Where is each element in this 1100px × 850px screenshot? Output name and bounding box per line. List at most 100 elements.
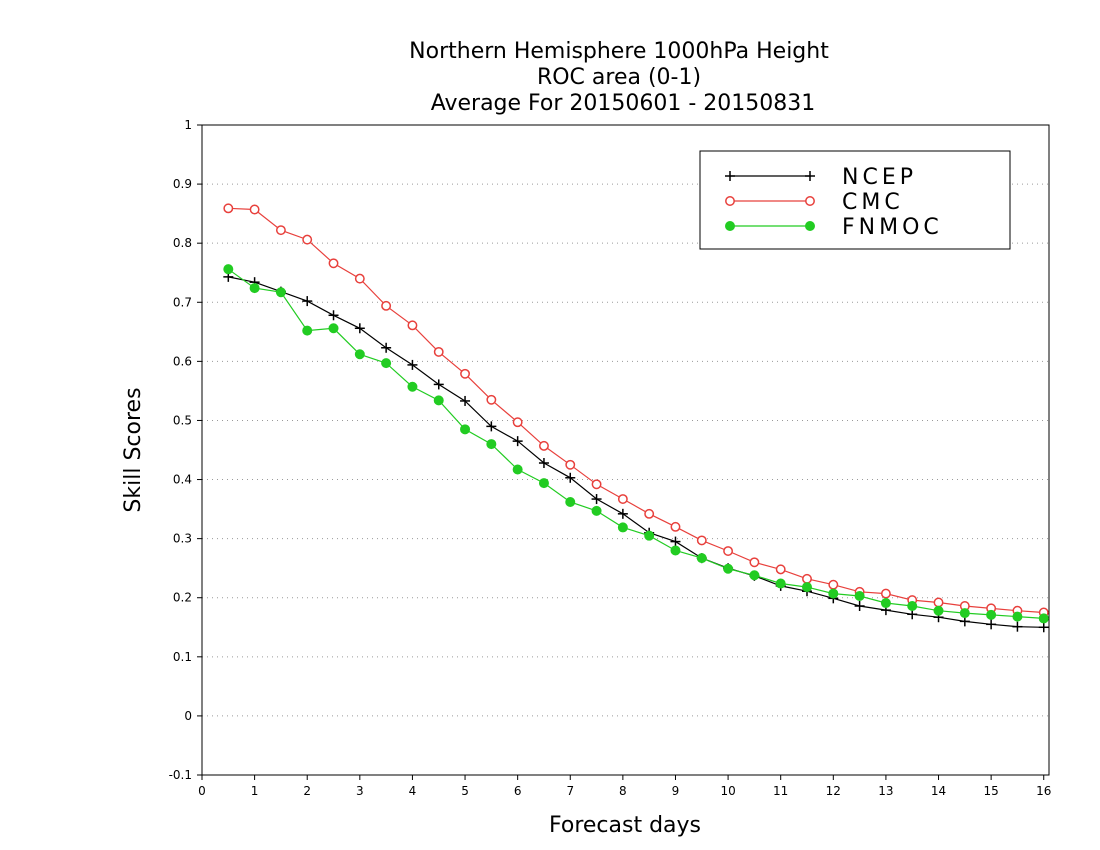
data-point-cmc [670,521,681,532]
x-tick-label: 8 [619,784,627,798]
series-line-fnmoc [227,268,1044,619]
x-tick-label: 6 [514,784,522,798]
data-point-fnmoc [249,283,260,294]
data-point-fnmoc [696,553,707,564]
y-tick-label: -0.1 [169,768,192,782]
data-point-fnmoc [644,530,655,541]
data-point-cmc [802,573,812,584]
y-tick-label: 0.8 [173,236,192,250]
data-point-ncep [854,601,865,611]
legend-label-ncep: NCEP [842,165,917,190]
data-point-cmc [591,479,602,490]
y-tick-label: 0.2 [173,591,192,605]
y-tick-label: 0.1 [173,650,192,664]
data-point-ncep [565,472,576,483]
y-tick-label: 0.3 [173,532,192,546]
data-point-cmc [223,203,234,214]
data-point-fnmoc [986,609,997,620]
legend-label-fnmoc: FNMOC [842,215,943,240]
y-tick-label: 0.5 [173,413,192,427]
data-point-cmc [880,588,891,599]
data-point-fnmoc [854,590,865,601]
data-point-fnmoc [1038,613,1049,624]
y-tick-label: 1 [184,118,192,132]
data-point-fnmoc [1012,611,1023,622]
data-point-cmc [933,597,944,608]
legend-marker [725,171,735,181]
x-tick-label: 10 [720,784,735,798]
data-point-fnmoc [328,323,339,334]
data-point-cmc [644,508,655,519]
data-point-ncep [354,323,365,334]
legend-marker [725,196,735,206]
data-point-cmc [354,273,365,284]
data-point-ncep [328,310,339,321]
data-point-fnmoc [223,264,234,275]
x-tick-label: 3 [356,784,364,798]
data-point-fnmoc [749,570,760,581]
data-point-fnmoc [381,358,392,369]
data-point-ncep [1038,622,1049,633]
data-point-fnmoc [907,601,918,611]
data-point-cmc [617,494,628,504]
legend-box [699,150,1011,250]
data-point-cmc [433,346,444,357]
data-point-fnmoc [512,464,523,475]
legend-label-cmc: CMC [842,190,904,215]
data-point-ncep [407,359,418,370]
series-line-cmc [228,207,1044,614]
x-tick-label: 14 [931,784,946,798]
data-point-fnmoc [617,522,628,533]
data-point-fnmoc [933,605,944,616]
data-point-ncep [986,619,997,630]
legend-entry-cmc: CMC [725,190,904,215]
chart-title: Northern Hemisphere 1000hPa Height ROC a… [409,39,829,116]
data-point-cmc [696,535,707,546]
y-axis: -0.1 0 0.1 0.2 0.3 0.4 0.5 0.6 0.7 0.8 0.9 1 [169,118,202,782]
data-point-fnmoc [880,598,891,609]
series-ncep [223,271,1049,633]
data-point-fnmoc [802,582,812,593]
data-point-fnmoc [354,349,365,360]
data-point-cmc [275,225,286,236]
data-point-fnmoc [670,545,681,556]
data-point-ncep [1012,621,1023,632]
series-group [223,203,1049,633]
data-point-fnmoc [407,381,418,392]
chart-title-line-3: Average For 20150601 - 20150831 [431,91,816,116]
data-point-fnmoc [959,608,970,619]
x-axis-title: Forecast days [549,813,701,838]
x-tick-label: 16 [1036,784,1051,798]
data-point-cmc [460,368,470,379]
data-point-fnmoc [302,325,313,336]
data-point-cmc [512,417,523,428]
data-point-fnmoc [591,505,602,516]
x-tick-label: 9 [672,784,680,798]
data-point-ncep [670,536,681,547]
data-point-cmc [407,320,418,331]
legend-marker [805,221,815,231]
data-point-fnmoc [486,439,497,450]
data-point-ncep [460,395,471,406]
x-tick-label: 5 [461,784,469,798]
data-point-cmc [302,234,313,245]
data-point-fnmoc [828,588,839,599]
x-axis: 0 1 2 3 4 5 6 7 8 9 10 11 12 13 14 15 16 [198,775,1051,798]
x-tick-label: 15 [983,784,998,798]
data-point-fnmoc [723,563,734,574]
data-point-ncep [512,436,523,447]
series-cmc [223,203,1049,618]
data-point-cmc [828,579,839,590]
x-tick-label: 11 [773,784,788,798]
data-point-fnmoc [538,478,549,489]
x-tick-label: 7 [566,784,574,798]
data-point-fnmoc [275,287,286,298]
data-point-fnmoc [775,578,786,589]
legend-marker [725,221,735,231]
y-tick-label: 0.6 [173,354,192,368]
data-point-cmc [328,258,339,269]
data-point-ncep [617,508,628,519]
data-point-ncep [433,379,444,390]
